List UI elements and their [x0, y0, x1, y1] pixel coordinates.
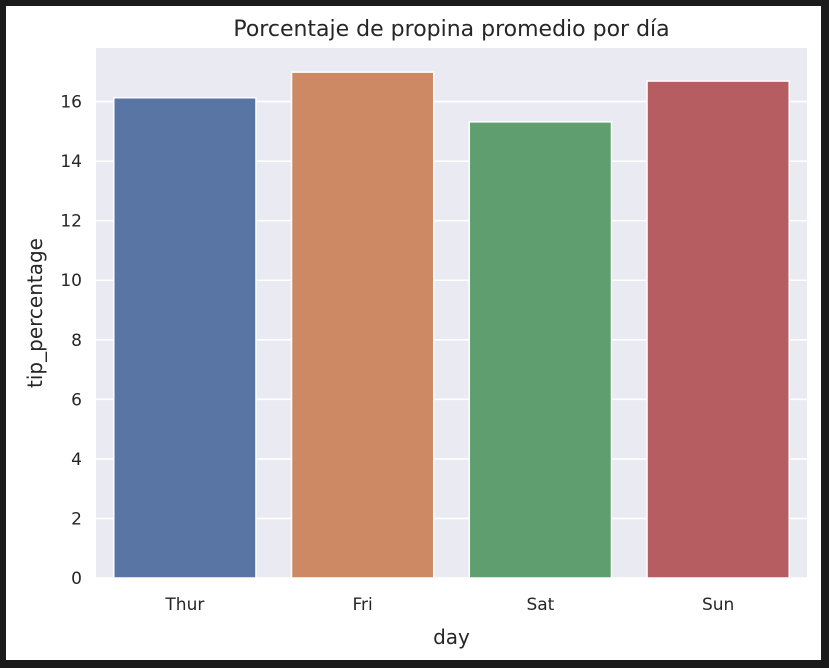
y-tick-label: 12 [60, 212, 82, 232]
chart-title: Porcentaje de propina promedio por día [233, 17, 669, 42]
y-axis-label: tip_percentage [23, 238, 47, 388]
x-axis-label: day [433, 625, 470, 649]
x-tick-label: Thur [164, 595, 204, 615]
bars [113, 71, 790, 579]
y-tick-label: 2 [71, 509, 82, 529]
y-tick-label: 16 [60, 93, 82, 113]
bar-sat [468, 121, 613, 579]
y-tick-label: 6 [71, 390, 82, 410]
figure: 0 2 4 6 8 10 12 14 16 Thur Fri Sat Sun Porcentaje d… [6, 6, 821, 660]
x-tick-label: Sun [702, 595, 734, 615]
y-tick-label: 4 [71, 450, 82, 470]
y-tick-label: 10 [60, 271, 82, 291]
y-tick-labels: 0 2 4 6 8 10 12 14 16 [60, 93, 82, 589]
x-tick-label: Sat [526, 595, 554, 615]
y-tick-label: 14 [60, 152, 82, 172]
bar-sun [646, 80, 790, 579]
y-tick-label: 8 [71, 331, 82, 351]
x-tick-labels: Thur Fri Sat Sun [164, 595, 734, 615]
y-tick-label: 0 [71, 569, 82, 589]
bar-chart: 0 2 4 6 8 10 12 14 16 Thur Fri Sat Sun Porcentaje d… [23, 17, 807, 649]
bar-thur [113, 96, 257, 579]
x-tick-label: Fri [352, 595, 372, 615]
bar-fri [290, 71, 435, 579]
